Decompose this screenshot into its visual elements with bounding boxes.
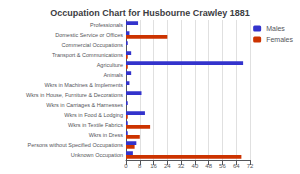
svg-text:16: 16: [150, 163, 157, 169]
svg-text:Wkrs in Textile Fabrics: Wkrs in Textile Fabrics: [68, 122, 123, 128]
svg-text:48: 48: [205, 163, 212, 169]
svg-text:Wkrs in Carriages & Harnesses: Wkrs in Carriages & Harnesses: [46, 102, 123, 108]
svg-text:32: 32: [178, 163, 185, 169]
svg-text:Domestic Service or Offices: Domestic Service or Offices: [55, 32, 123, 38]
svg-text:Unknown Occupation: Unknown Occupation: [71, 152, 123, 158]
svg-text:8: 8: [138, 163, 142, 169]
svg-text:0: 0: [124, 163, 128, 169]
svg-text:Occupation Chart for Husbourne: Occupation Chart for Husbourne Crawley 1…: [50, 8, 250, 18]
svg-text:Commercial Occupations: Commercial Occupations: [62, 42, 124, 48]
svg-text:Males: Males: [266, 25, 285, 32]
svg-text:Females: Females: [266, 36, 293, 43]
svg-text:40: 40: [192, 163, 199, 169]
svg-text:56: 56: [219, 163, 226, 169]
svg-text:Professionals: Professionals: [90, 22, 123, 28]
svg-text:Wkrs in House, Furniture & Dec: Wkrs in House, Furniture & Decorations: [26, 92, 123, 98]
svg-text:Wkrs in Food & Lodging: Wkrs in Food & Lodging: [64, 112, 123, 118]
svg-text:64: 64: [233, 163, 240, 169]
svg-text:72: 72: [247, 163, 254, 169]
svg-text:Wkrs in Machines & Implements: Wkrs in Machines & Implements: [44, 82, 123, 88]
svg-text:24: 24: [164, 163, 171, 169]
svg-text:Agriculture: Agriculture: [97, 62, 123, 68]
svg-text:Persons without Specified Occu: Persons without Specified Occupations: [28, 142, 124, 148]
svg-text:Wkrs in Dress: Wkrs in Dress: [89, 132, 123, 138]
svg-text:Animals: Animals: [103, 72, 123, 78]
svg-text:Transport & Communications: Transport & Communications: [52, 52, 123, 58]
